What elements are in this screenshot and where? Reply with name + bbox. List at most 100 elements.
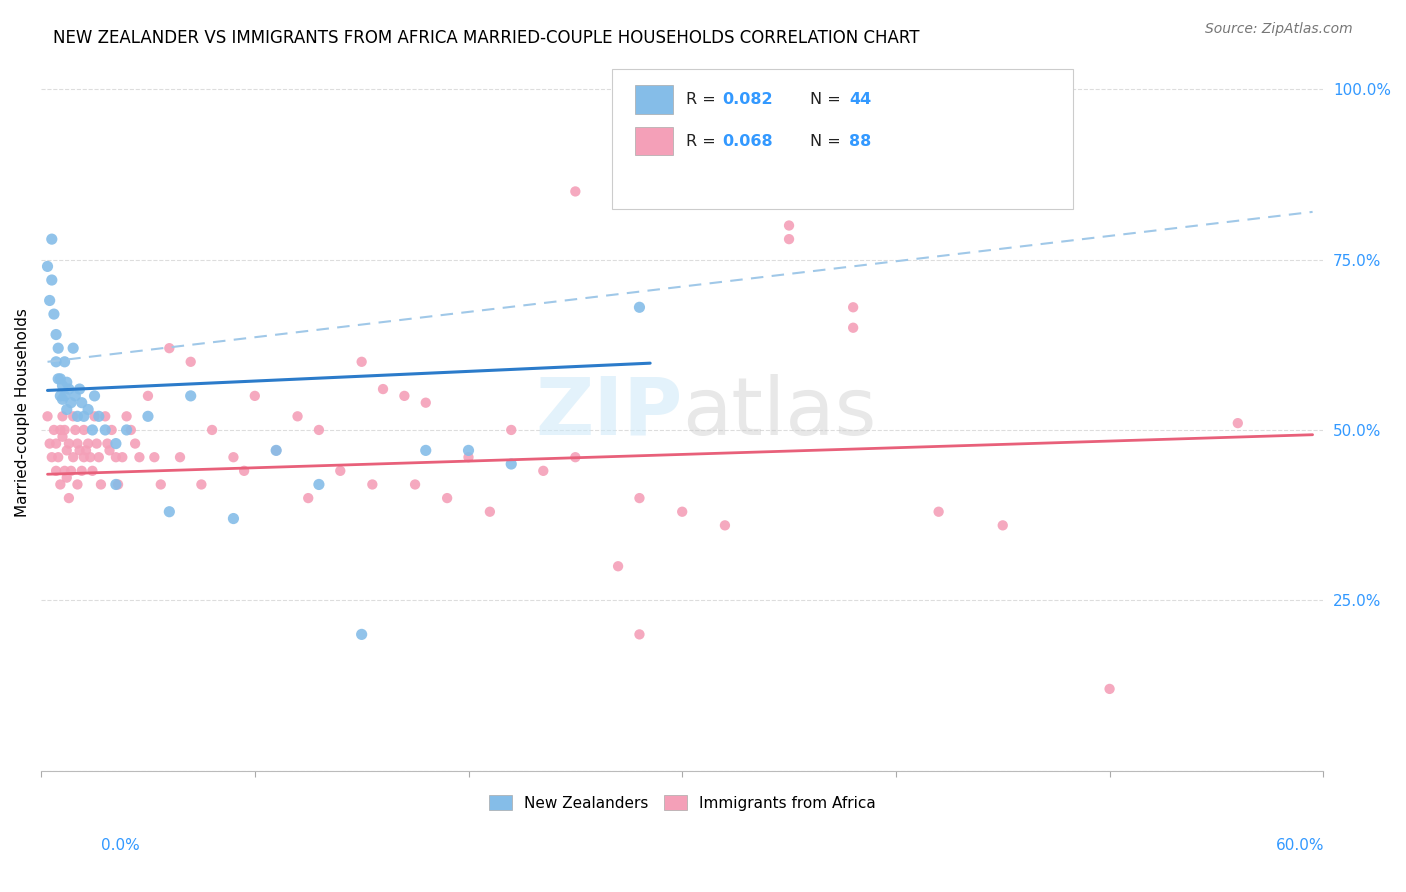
Point bbox=[49, 423, 72, 437]
Point bbox=[45, 355, 67, 369]
Text: 0.0%: 0.0% bbox=[101, 838, 141, 853]
Point bbox=[180, 389, 202, 403]
Point bbox=[94, 409, 117, 424]
Point bbox=[264, 443, 287, 458]
Point bbox=[136, 389, 159, 403]
Point bbox=[308, 477, 330, 491]
Text: 88: 88 bbox=[849, 134, 872, 148]
Point bbox=[169, 450, 191, 465]
Point bbox=[58, 436, 80, 450]
Point bbox=[233, 464, 256, 478]
Point bbox=[73, 423, 96, 437]
Point bbox=[86, 436, 108, 450]
Point bbox=[361, 477, 384, 491]
Point bbox=[111, 450, 134, 465]
Point bbox=[415, 443, 437, 458]
Point bbox=[107, 477, 129, 491]
Point bbox=[287, 409, 309, 424]
Point bbox=[65, 423, 87, 437]
Point bbox=[157, 505, 180, 519]
Point bbox=[46, 450, 69, 465]
Point bbox=[53, 464, 76, 478]
Point bbox=[531, 464, 554, 478]
Point bbox=[51, 378, 73, 392]
Point bbox=[83, 389, 105, 403]
Point bbox=[83, 409, 105, 424]
Point bbox=[564, 185, 586, 199]
Point bbox=[73, 409, 96, 424]
Point bbox=[564, 450, 586, 465]
Point bbox=[308, 423, 330, 437]
Point bbox=[79, 450, 101, 465]
Point bbox=[628, 627, 651, 641]
Legend: New Zealanders, Immigrants from Africa: New Zealanders, Immigrants from Africa bbox=[482, 789, 882, 817]
Point bbox=[49, 372, 72, 386]
Point bbox=[115, 409, 138, 424]
Point bbox=[45, 327, 67, 342]
Point bbox=[98, 443, 121, 458]
Point bbox=[94, 423, 117, 437]
Point bbox=[55, 376, 77, 390]
Point bbox=[58, 491, 80, 505]
Point bbox=[628, 300, 651, 314]
Text: R =: R = bbox=[686, 134, 721, 148]
Point bbox=[70, 464, 93, 478]
Point bbox=[149, 477, 172, 491]
Point bbox=[37, 409, 59, 424]
Point bbox=[58, 382, 80, 396]
Point bbox=[128, 450, 150, 465]
Point bbox=[82, 464, 104, 478]
Point bbox=[75, 443, 97, 458]
Point bbox=[55, 402, 77, 417]
Point bbox=[62, 450, 84, 465]
Point bbox=[190, 477, 212, 491]
Point bbox=[394, 389, 416, 403]
Point bbox=[1226, 416, 1249, 430]
Point bbox=[842, 300, 865, 314]
Point bbox=[457, 443, 479, 458]
Point bbox=[714, 518, 737, 533]
Point bbox=[69, 443, 91, 458]
Point bbox=[1098, 681, 1121, 696]
Point bbox=[55, 443, 77, 458]
Point bbox=[49, 389, 72, 403]
Point bbox=[100, 423, 122, 437]
Point bbox=[842, 320, 865, 334]
Point bbox=[45, 464, 67, 478]
Point bbox=[778, 219, 800, 233]
Point bbox=[350, 627, 373, 641]
Text: 0.068: 0.068 bbox=[721, 134, 772, 148]
Point bbox=[53, 423, 76, 437]
Point bbox=[457, 450, 479, 465]
Point bbox=[46, 372, 69, 386]
Point bbox=[222, 511, 245, 525]
Point bbox=[65, 389, 87, 403]
Point bbox=[42, 307, 65, 321]
Point bbox=[143, 450, 166, 465]
Point bbox=[53, 389, 76, 403]
Point bbox=[136, 409, 159, 424]
Point bbox=[415, 395, 437, 409]
Point bbox=[73, 450, 96, 465]
Text: atlas: atlas bbox=[682, 374, 876, 452]
Point bbox=[501, 423, 523, 437]
Text: 60.0%: 60.0% bbox=[1277, 838, 1324, 853]
Point bbox=[478, 505, 501, 519]
Point bbox=[124, 436, 146, 450]
Point bbox=[37, 260, 59, 274]
Point bbox=[51, 430, 73, 444]
Point bbox=[350, 355, 373, 369]
Point bbox=[201, 423, 224, 437]
Y-axis label: Married-couple Households: Married-couple Households bbox=[15, 309, 30, 517]
Point bbox=[436, 491, 458, 505]
Point bbox=[62, 341, 84, 355]
Point bbox=[38, 293, 60, 308]
Point bbox=[264, 443, 287, 458]
Point bbox=[45, 436, 67, 450]
FancyBboxPatch shape bbox=[612, 70, 1073, 209]
Point bbox=[41, 273, 63, 287]
Point bbox=[66, 477, 89, 491]
Point bbox=[62, 409, 84, 424]
FancyBboxPatch shape bbox=[634, 127, 673, 155]
Point bbox=[243, 389, 266, 403]
